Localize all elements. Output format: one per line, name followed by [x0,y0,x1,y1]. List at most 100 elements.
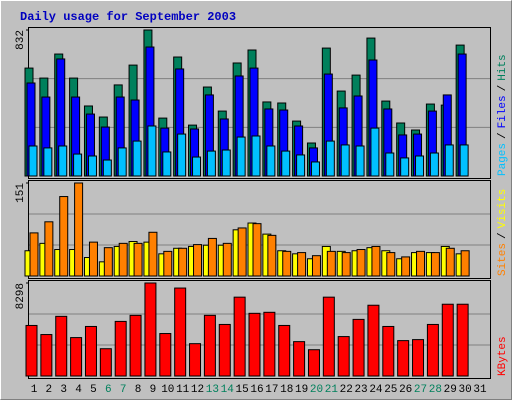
x-tick-label: 23 [354,384,367,396]
bar [114,320,127,377]
bar [25,324,38,377]
bar [341,252,351,277]
bar [356,249,366,277]
bar [133,242,143,277]
legend-entry: Sites [497,243,509,276]
bar [263,311,276,377]
bar [70,337,83,377]
bar [252,223,262,277]
bar [206,150,216,177]
legend: KBytes [497,336,509,376]
bar [307,349,320,377]
bar [386,252,396,277]
x-tick-label: 7 [120,384,127,396]
bar [382,325,395,377]
x-tick-label: 10 [161,384,174,396]
bar [248,312,261,377]
bar [267,234,277,277]
bar [147,125,157,177]
x-tick-label: 27 [414,384,427,396]
x-tick-label: 13 [206,384,219,396]
bar [400,157,410,177]
x-tick-label: 5 [90,384,97,396]
bar [99,348,112,377]
x-tick-label: 22 [340,384,353,396]
x-tick-label: 3 [60,384,67,396]
x-tick-label: 8 [135,384,142,396]
bar [84,325,97,377]
bar [236,136,246,177]
bar [310,161,320,177]
bar [367,304,380,377]
x-tick-label: 6 [105,384,112,396]
x-tick-label: 11 [176,384,190,396]
bar [203,314,216,377]
bar [322,296,335,377]
x-tick-label: 21 [325,384,339,396]
x-tick-label: 16 [250,384,263,396]
bar [103,247,113,277]
bar [117,147,127,177]
bar [29,232,39,277]
bar [74,182,84,277]
bar [233,296,246,377]
bar [163,250,173,277]
x-tick-label: 14 [221,384,235,396]
bar [325,140,335,177]
bar [221,149,231,177]
legend-separator: / [497,85,509,92]
bar [44,221,54,277]
bar [177,133,187,177]
x-tick-label: 12 [191,384,204,396]
bar [370,127,380,177]
bar [207,237,217,277]
legend-separator: / [497,232,509,239]
bar [278,324,291,377]
bar [416,250,426,277]
bar [459,144,469,177]
legend-separator: / [497,132,509,139]
bar [148,231,158,277]
x-tick-label: 1 [31,384,38,396]
bar [281,150,291,177]
x-tick-label: 26 [399,384,412,396]
bar [441,303,454,377]
bar [397,340,410,377]
bar [445,247,455,277]
bar [415,155,425,177]
legend-entry: Pages [497,143,509,176]
bar [355,145,365,177]
legend-entry: Hits [497,54,509,80]
bar [102,159,112,177]
bar [174,287,187,377]
x-tick-label: 19 [295,384,308,396]
x-tick-label: 29 [444,384,457,396]
bar [460,250,470,277]
x-tick-label: 24 [369,384,383,396]
bar [401,256,411,277]
x-tick-label: 30 [459,384,472,396]
bar [293,341,306,377]
x-tick-label: 15 [236,384,249,396]
bar [340,144,350,177]
bar [192,156,202,177]
bar [87,155,97,177]
bar [385,152,395,177]
bar [59,196,69,277]
bar [58,145,68,177]
bar [251,135,261,177]
x-tick-label: 28 [429,384,442,396]
chart-title: Daily usage for September 2003 [20,10,236,24]
y-tick-label: 8298 [15,283,27,309]
bar [429,152,439,177]
bar [426,323,439,377]
bar [456,303,469,377]
bar [28,145,38,177]
x-tick-label: 9 [150,384,157,396]
bar [311,255,321,277]
bar [193,244,203,277]
bar [352,318,365,377]
bar [296,154,306,177]
bar [178,247,188,277]
